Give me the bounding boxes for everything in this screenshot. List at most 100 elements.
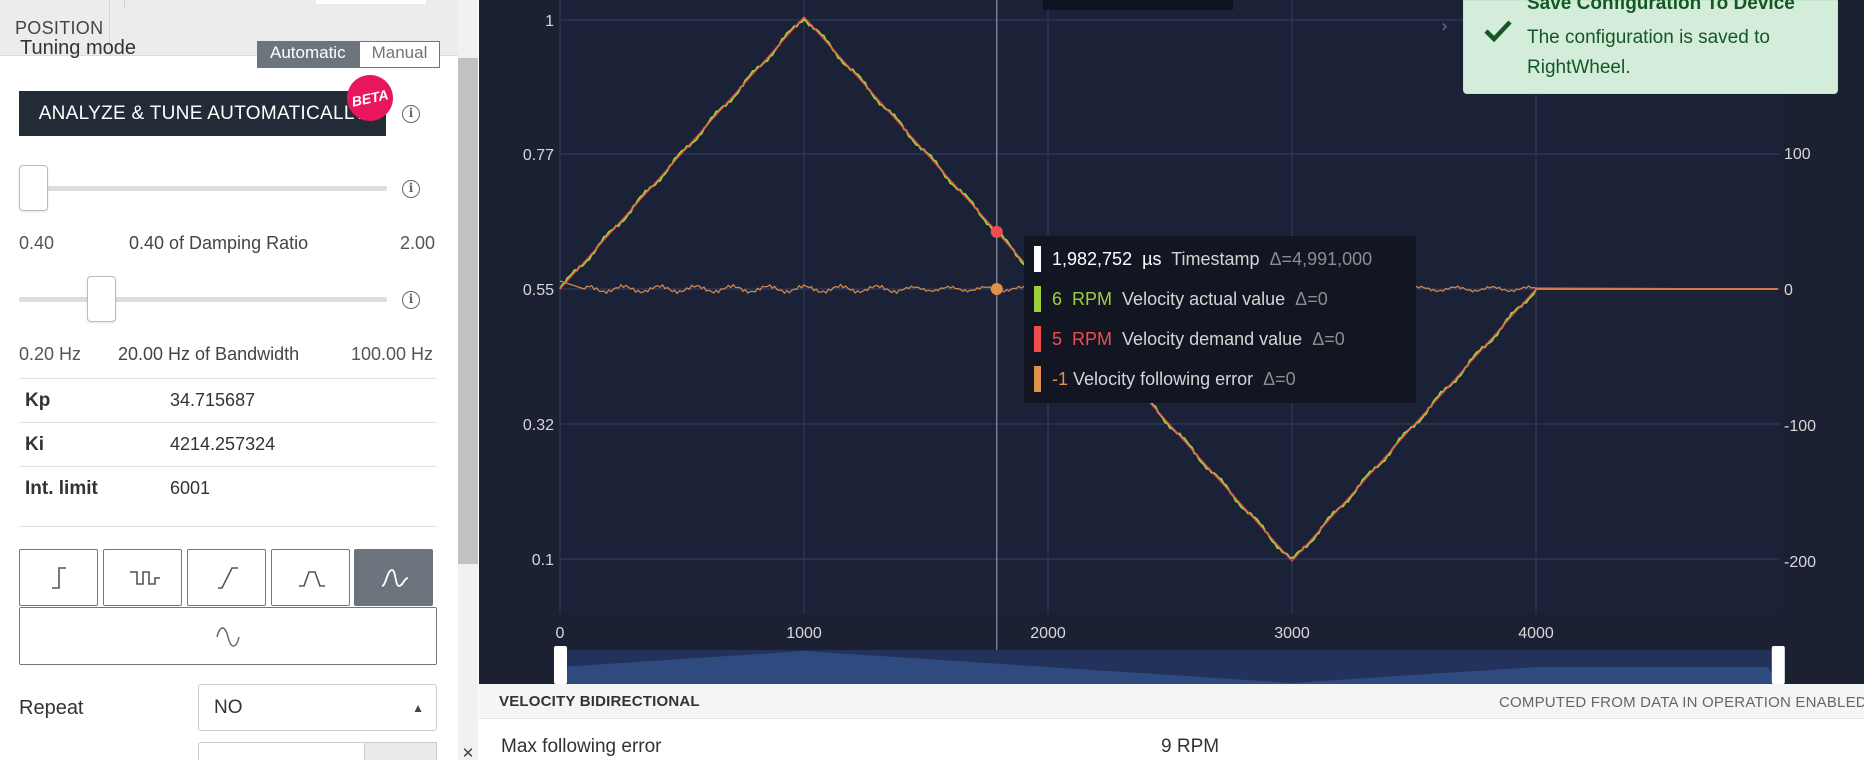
param-value: 4214.257324 <box>170 434 276 454</box>
x-tick-label: 0 <box>556 625 565 642</box>
y-left-tick-label: 0.55 <box>523 282 554 299</box>
chevron-right-icon: › <box>1441 16 1448 37</box>
chart-tooltip: 1,982,752 µs Timestamp Δ=4,991,000 6 RPM… <box>1024 236 1416 403</box>
toast-message: The configuration is saved to RightWheel… <box>1527 27 1770 78</box>
y-left-tick-label: 0.32 <box>523 417 554 434</box>
param-row: Ki 4214.257324 <box>19 422 437 466</box>
repeat-label: Repeat <box>19 697 84 719</box>
tuning-mode-label: Tuning mode <box>20 37 136 59</box>
trapezoid-icon <box>299 571 325 587</box>
navigator-area <box>560 651 1778 684</box>
waveform-trapezoid-button[interactable] <box>271 549 350 606</box>
mode-manual-button[interactable]: Manual <box>358 41 441 68</box>
y-right-tick-label: 0 <box>1784 282 1793 299</box>
bandwidth-slider-thumb[interactable] <box>86 276 116 322</box>
success-toast[interactable]: Save Configuration To Device The configu… <box>1463 0 1838 94</box>
y-left-tick-label: 0.1 <box>532 552 554 569</box>
waveform-square-pulse-button[interactable] <box>103 549 182 606</box>
tooltip-delta: Δ=0 <box>1312 329 1345 349</box>
tooltip-delta: Δ=0 <box>1295 289 1328 309</box>
tab-active-indicator <box>316 0 426 4</box>
param-name: Kp <box>25 390 51 411</box>
ramp-icon <box>218 567 238 589</box>
tuning-panel: POSITION Tuning mode Automatic Manual AN… <box>0 0 458 760</box>
tooltip-swatch <box>1034 286 1041 312</box>
cursor-point-demand <box>990 225 1003 238</box>
tooltip-series-name: Velocity following error <box>1073 369 1254 389</box>
tooltip-series-name: Velocity actual value <box>1122 289 1286 309</box>
cursor-point-error <box>990 283 1003 295</box>
param-name: Ki <box>25 434 44 455</box>
tooltip-value: -1 <box>1052 369 1069 389</box>
damping-slider-track[interactable] <box>19 186 387 191</box>
bandwidth-value-label: 20.00 Hz of Bandwidth <box>118 344 300 364</box>
damping-value-label: 0.40 of Damping Ratio <box>129 233 309 253</box>
stats-row-label: Max following error <box>501 736 662 757</box>
next-input-addon <box>364 742 437 760</box>
y-right-tick-label: -200 <box>1784 554 1816 571</box>
tooltip-unit: RPM <box>1072 329 1113 349</box>
damping-min-label: 0.40 <box>19 233 55 253</box>
navigator-handle-left <box>554 646 567 684</box>
s-curve-icon <box>381 569 409 587</box>
pid-params-table: Kp 34.715687 Ki 4214.257324 Int. limit 6… <box>19 378 437 510</box>
checkmark-icon <box>1484 20 1512 43</box>
param-row: Kp 34.715687 <box>19 378 437 422</box>
series-velocity-demand-line <box>559 15 1778 563</box>
stats-panel: VELOCITY BIDIRECTIONAL COMPUTED FROM DAT… <box>479 684 1864 760</box>
param-value: 34.715687 <box>170 390 256 410</box>
square-pulse-icon <box>130 571 160 585</box>
sidebar-scroll-thumb[interactable] <box>458 58 478 564</box>
stats-header: VELOCITY BIDIRECTIONAL COMPUTED FROM DAT… <box>479 684 1864 719</box>
info-icon[interactable]: i <box>402 105 420 123</box>
tooltip-unit: RPM <box>1072 289 1113 309</box>
waveform-s-curve-button[interactable] <box>354 549 433 606</box>
analyze-tune-button[interactable]: ANALYZE & TUNE AUTOMATICALLY <box>19 91 386 136</box>
tooltip-delta: Δ=4,991,000 <box>1269 249 1373 269</box>
repeat-value: NO <box>214 697 243 718</box>
y-left-tick-label: 0.77 <box>523 147 554 164</box>
stats-title: VELOCITY BIDIRECTIONAL <box>499 693 700 710</box>
sine-icon <box>216 627 240 647</box>
tab-bar: POSITION <box>0 0 458 56</box>
close-icon[interactable]: ✕ <box>461 745 475 762</box>
param-name: Int. limit <box>25 478 98 499</box>
info-icon[interactable]: i <box>402 180 420 198</box>
bandwidth-slider-track[interactable] <box>19 297 387 302</box>
params-divider <box>19 526 437 527</box>
tooltip-series-name: Velocity demand value <box>1122 329 1303 349</box>
waveform-step-button[interactable] <box>19 549 98 606</box>
toast-title: Save Configuration To Device <box>1527 0 1795 14</box>
chart-toolbar-shadow <box>1043 0 1233 10</box>
tooltip-series-name: Timestamp <box>1171 249 1260 269</box>
tooltip-delta: Δ=0 <box>1263 369 1296 389</box>
damping-max-label: 2.00 <box>400 233 436 253</box>
tooltip-swatch <box>1034 366 1041 392</box>
tooltip-value: 1,982,752 <box>1052 249 1133 269</box>
x-tick-label: 3000 <box>1274 625 1310 642</box>
select-caret-icon: ▲ <box>412 701 424 715</box>
y-right-tick-label: -100 <box>1784 418 1816 435</box>
stats-row-value: 9 RPM <box>1161 736 1220 757</box>
bandwidth-min-label: 0.20 Hz <box>19 344 82 364</box>
tab-position[interactable]: POSITION <box>0 0 110 55</box>
x-tick-label: 4000 <box>1518 625 1554 642</box>
tooltip-value: 6 <box>1052 289 1063 309</box>
tooltip-swatch <box>1034 246 1041 272</box>
damping-slider-thumb[interactable] <box>19 165 48 211</box>
param-row: Int. limit 6001 <box>19 466 437 510</box>
tuning-mode-toggle: Automatic Manual <box>257 41 441 68</box>
x-tick-label: 2000 <box>1030 625 1066 642</box>
waveform-ramp-button[interactable] <box>187 549 266 606</box>
info-icon[interactable]: i <box>402 291 420 309</box>
bandwidth-max-label: 100.00 Hz <box>351 344 434 364</box>
x-tick-label: 1000 <box>786 625 822 642</box>
navigator-handle-right <box>1771 646 1785 684</box>
step-icon <box>52 567 66 589</box>
waveform-sine-button[interactable] <box>19 607 437 665</box>
y-left-tick-label: 1 <box>545 13 554 30</box>
tooltip-swatch <box>1034 326 1041 352</box>
repeat-select[interactable]: NO ▲ <box>198 684 437 731</box>
stats-note: COMPUTED FROM DATA IN OPERATION ENABLED … <box>1499 694 1864 711</box>
mode-automatic-button[interactable]: Automatic <box>257 41 359 68</box>
